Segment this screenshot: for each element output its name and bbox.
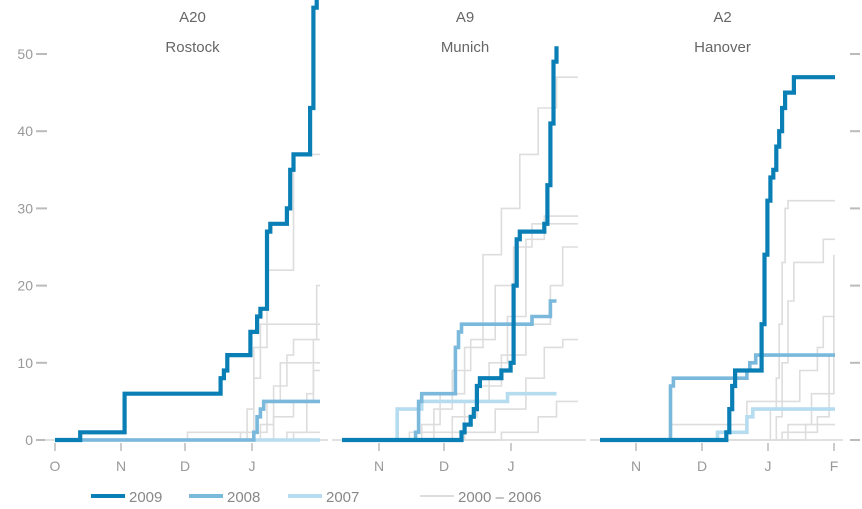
series-line-2007 <box>342 391 557 442</box>
series-line-2008 <box>55 399 320 442</box>
x-tick-label: D <box>180 458 190 474</box>
series-line-2008 <box>342 299 557 442</box>
y-tick-label: 0 <box>25 432 33 448</box>
panel-title-road: A9 <box>456 9 474 26</box>
panel-title-road: A20 <box>179 9 206 26</box>
series-line-2000-2006 <box>600 238 835 441</box>
y-tick-label: 40 <box>17 123 33 139</box>
series-line-2009 <box>55 0 319 443</box>
x-tick-label: D <box>439 458 449 474</box>
y-tick-label: 10 <box>17 355 33 371</box>
series-line-2008 <box>600 353 835 442</box>
series-line-2000-2006 <box>600 254 835 441</box>
series-line-2000-2006 <box>600 423 835 441</box>
panel-rostock: A20 Rostock O N D J <box>45 0 328 474</box>
legend: 2009 2008 2007 2000 – 2006 <box>91 489 541 506</box>
x-tick-label: J <box>765 458 772 474</box>
x-tick-label: J <box>249 458 256 474</box>
series-line-2000-2006 <box>342 338 578 441</box>
y-tick-label: 20 <box>17 278 33 294</box>
legend-label: 2007 <box>326 489 359 506</box>
y-tick-label: 30 <box>17 200 33 216</box>
panel-title-city: Rostock <box>165 39 220 56</box>
panel-munich: A9 Munich N D J <box>332 9 586 474</box>
series-line-2009 <box>342 46 559 443</box>
x-tick-label: N <box>374 458 384 474</box>
series-line-2000-2006 <box>55 338 320 441</box>
series-line-2000-2006 <box>600 199 835 441</box>
x-tick-label: F <box>830 458 839 474</box>
x-tick-label: D <box>697 458 707 474</box>
legend-label: 2009 <box>129 489 162 506</box>
legend-label: 2000 – 2006 <box>458 489 541 506</box>
series-line-2000-2006 <box>55 153 320 441</box>
x-tick-label: N <box>631 458 641 474</box>
chart-panels: A20 Rostock O N D J A9 Munich N D J A2 Hanover N D J F <box>45 0 843 474</box>
y-tick-label: 50 <box>17 46 33 62</box>
x-tick-label: J <box>508 458 515 474</box>
y-axis: 0 10 20 30 40 50 <box>17 46 860 448</box>
series-line-2009 <box>600 75 835 443</box>
panel-title-road: A2 <box>713 9 731 26</box>
panel-title-city: Hanover <box>694 39 751 56</box>
legend-label: 2008 <box>227 489 260 506</box>
x-tick-label: N <box>116 458 126 474</box>
panel-title-city: Munich <box>441 39 489 56</box>
panel-hanover: A2 Hanover N D J F <box>590 9 843 474</box>
series-line-2000-2006 <box>342 400 578 441</box>
series-line-2000-2006 <box>342 76 578 441</box>
x-tick-label: O <box>50 458 61 474</box>
series-line-2000-2006 <box>342 215 578 441</box>
